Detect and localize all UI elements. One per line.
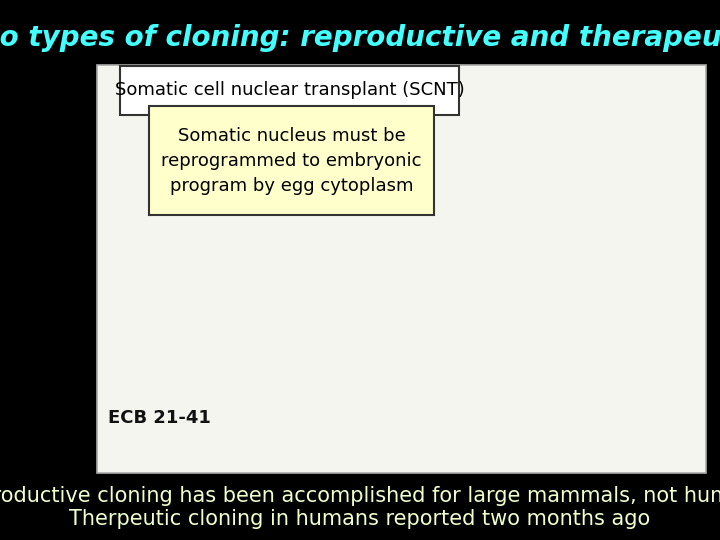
Text: Reproductive cloning has been accomplished for large mammals, not humans: Reproductive cloning has been accomplish… — [0, 485, 720, 506]
Text: Therpeutic cloning in humans reported two months ago: Therpeutic cloning in humans reported tw… — [69, 509, 651, 530]
Text: Somatic cell nuclear transplant (SCNT): Somatic cell nuclear transplant (SCNT) — [115, 82, 464, 99]
Text: ECB 21-41: ECB 21-41 — [108, 409, 211, 427]
Text: Two types of cloning: reproductive and therapeutic: Two types of cloning: reproductive and t… — [0, 24, 720, 52]
FancyBboxPatch shape — [97, 65, 706, 472]
Text: Somatic nucleus must be
reprogrammed to embryonic
program by egg cytoplasm: Somatic nucleus must be reprogrammed to … — [161, 127, 422, 194]
FancyBboxPatch shape — [120, 66, 459, 115]
FancyBboxPatch shape — [149, 106, 434, 215]
